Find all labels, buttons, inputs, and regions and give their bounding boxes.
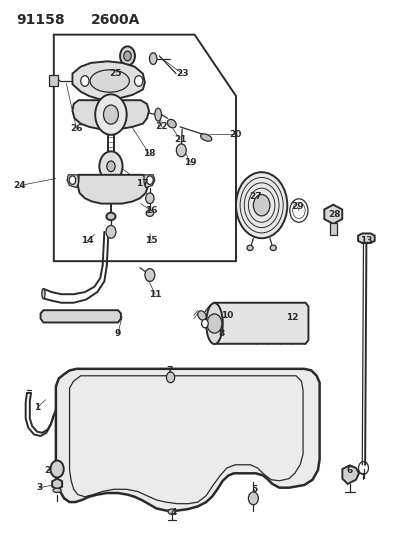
- Circle shape: [81, 76, 89, 86]
- Circle shape: [166, 372, 174, 383]
- Polygon shape: [342, 465, 358, 484]
- Polygon shape: [56, 369, 319, 511]
- Polygon shape: [40, 310, 121, 322]
- Circle shape: [248, 492, 258, 505]
- Circle shape: [206, 314, 221, 333]
- Polygon shape: [144, 175, 154, 188]
- Circle shape: [50, 461, 64, 478]
- Circle shape: [95, 94, 126, 135]
- Text: 22: 22: [155, 123, 167, 131]
- Text: 6: 6: [346, 466, 352, 474]
- Circle shape: [123, 51, 131, 61]
- Bar: [49, 75, 58, 86]
- Circle shape: [235, 172, 287, 238]
- Text: 3: 3: [36, 483, 43, 492]
- Text: 23: 23: [176, 69, 188, 78]
- Text: 7: 7: [166, 366, 173, 375]
- Text: 14: 14: [81, 237, 93, 245]
- Circle shape: [253, 195, 269, 216]
- Text: 8: 8: [218, 329, 224, 337]
- Polygon shape: [72, 100, 149, 129]
- Text: 5: 5: [251, 485, 257, 494]
- Circle shape: [107, 161, 115, 172]
- Circle shape: [69, 176, 76, 184]
- Circle shape: [145, 193, 154, 204]
- Text: 28: 28: [328, 210, 340, 219]
- Text: 13: 13: [359, 237, 372, 245]
- Circle shape: [176, 144, 186, 157]
- Text: 19: 19: [184, 158, 196, 167]
- Polygon shape: [72, 61, 145, 100]
- Text: 10: 10: [220, 311, 233, 320]
- Polygon shape: [357, 233, 374, 243]
- Ellipse shape: [197, 311, 206, 320]
- Circle shape: [134, 76, 142, 86]
- Ellipse shape: [167, 119, 176, 128]
- Text: 27: 27: [249, 192, 261, 200]
- Text: 24: 24: [14, 181, 26, 190]
- Text: 18: 18: [142, 149, 155, 158]
- Ellipse shape: [106, 213, 115, 220]
- Text: 20: 20: [228, 130, 241, 139]
- Text: 26: 26: [70, 125, 83, 133]
- Polygon shape: [52, 479, 62, 489]
- Text: 15: 15: [145, 237, 157, 245]
- Text: 16: 16: [145, 206, 157, 215]
- Text: 1: 1: [34, 403, 40, 412]
- Ellipse shape: [42, 289, 45, 298]
- Circle shape: [146, 176, 153, 184]
- Ellipse shape: [154, 108, 161, 121]
- Ellipse shape: [168, 509, 175, 514]
- Circle shape: [106, 225, 116, 238]
- Circle shape: [145, 269, 154, 281]
- Polygon shape: [323, 205, 342, 224]
- Polygon shape: [78, 175, 148, 204]
- Text: 2600A: 2600A: [91, 13, 140, 27]
- Text: 12: 12: [285, 313, 297, 321]
- Circle shape: [99, 151, 122, 181]
- Polygon shape: [214, 303, 308, 344]
- Ellipse shape: [90, 70, 129, 92]
- Text: 2: 2: [44, 466, 51, 474]
- Ellipse shape: [149, 53, 157, 64]
- Text: 17: 17: [136, 180, 149, 188]
- Bar: [329, 223, 336, 235]
- Text: 11: 11: [149, 290, 161, 298]
- Ellipse shape: [206, 303, 222, 344]
- Ellipse shape: [53, 488, 61, 492]
- Ellipse shape: [146, 210, 153, 216]
- Ellipse shape: [246, 245, 252, 251]
- Text: 9: 9: [114, 329, 121, 337]
- Text: 25: 25: [109, 69, 121, 78]
- Ellipse shape: [200, 134, 211, 141]
- Text: 21: 21: [173, 135, 186, 144]
- Text: 91158: 91158: [17, 13, 65, 27]
- Circle shape: [201, 319, 208, 328]
- Circle shape: [120, 46, 135, 66]
- Circle shape: [103, 105, 118, 124]
- Text: 29: 29: [290, 203, 303, 211]
- Polygon shape: [67, 175, 78, 188]
- Ellipse shape: [269, 245, 276, 251]
- Text: 4: 4: [170, 508, 177, 517]
